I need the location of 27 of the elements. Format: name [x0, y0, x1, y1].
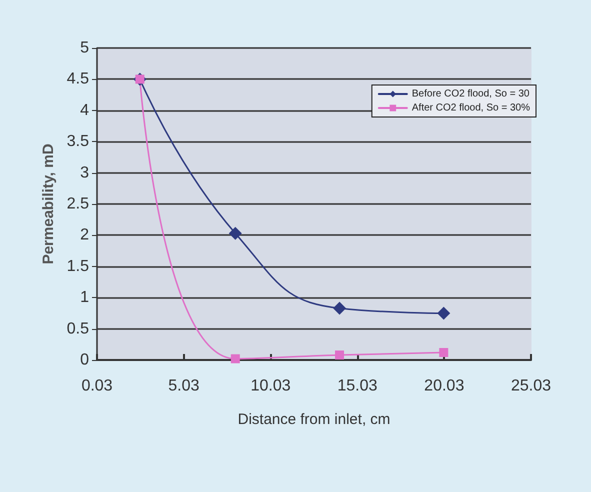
x-tick-label: 25.03: [510, 378, 552, 394]
y-tick-label: 0.5: [66, 320, 90, 338]
legend-label: After CO2 flood, So = 30%: [412, 102, 530, 114]
point: [437, 306, 450, 320]
y-axis-title: Permeability, mD: [40, 144, 57, 264]
legend-label: Before CO2 flood, So = 30: [412, 88, 530, 100]
point: [230, 354, 240, 364]
y-tick-label: 5: [80, 40, 90, 56]
x-tick-label: 15.03: [337, 378, 378, 394]
point: [333, 302, 346, 315]
y-tick-label: 2.5: [66, 196, 90, 212]
y-tick-label: 3.5: [66, 133, 90, 150]
y-tick-label: 4.5: [66, 70, 90, 88]
y-tick-label: 1: [80, 289, 90, 306]
point: [335, 350, 344, 360]
x-axis-title: Distance from inlet, cm: [238, 411, 390, 428]
y-tick-label: 4: [80, 102, 90, 119]
y-tick-label: 0: [80, 352, 90, 368]
y-tick-label: 2: [80, 226, 90, 244]
x-tick-label: 20.03: [424, 378, 464, 394]
x-tick-label: 10.03: [250, 378, 291, 394]
y-tick-label: 3: [80, 164, 90, 182]
point: [228, 226, 242, 240]
point: [439, 348, 448, 358]
y-tick-label: 1.5: [66, 258, 90, 275]
x-tick-label: 5.03: [168, 378, 200, 394]
x-tick-label: 0.03: [81, 378, 113, 394]
